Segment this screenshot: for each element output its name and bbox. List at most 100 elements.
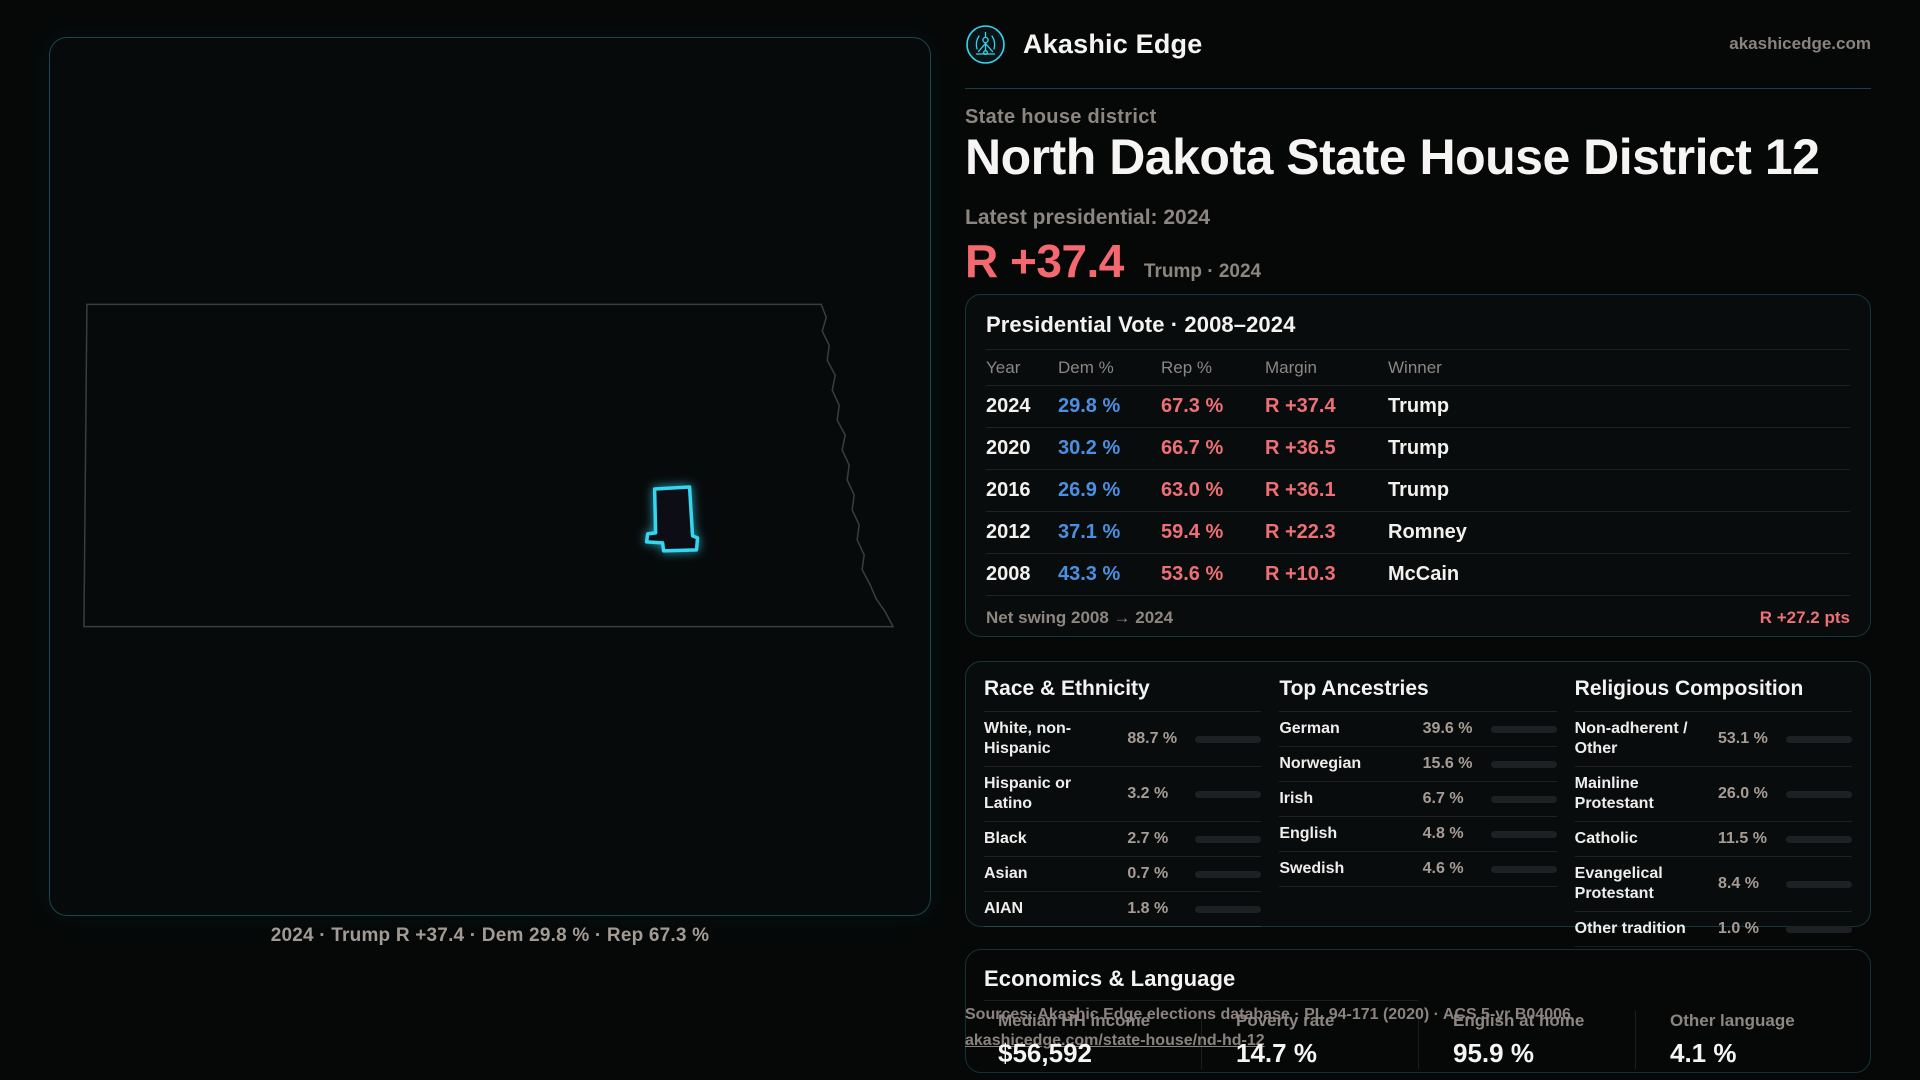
demographic-bar-track <box>1195 835 1262 843</box>
demographic-label: Asian <box>984 865 1028 882</box>
demographic-bar-track <box>1195 905 1262 913</box>
cell-rep: 66.7 % <box>1161 437 1224 459</box>
brand-name: Akashic Edge <box>1023 28 1203 59</box>
race-ethnicity-column: Race & Ethnicity White, non-Hispanic 88.7… <box>984 677 1262 947</box>
state-outline <box>83 303 895 628</box>
cell-winner: McCain <box>1388 563 1460 585</box>
demographic-label: Norwegian <box>1279 755 1362 772</box>
demographic-bar-track <box>1786 880 1852 888</box>
demographic-row: Swedish 4.6 % <box>1279 852 1557 887</box>
demographic-row: White, non-Hispanic 88.7 % <box>984 712 1262 767</box>
cell-dem: 43.3 % <box>1058 563 1121 585</box>
cell-margin: R +10.3 <box>1265 563 1336 585</box>
margin-context: Trump · 2024 <box>1143 261 1262 282</box>
district-map-card <box>49 37 931 916</box>
religion-column: Religious Composition Non-adherent / Oth… <box>1574 677 1852 947</box>
cell-winner: Trump <box>1388 437 1450 459</box>
demographic-row: English 4.8 % <box>1279 817 1557 852</box>
demographic-label: Mainline Protestant <box>1574 775 1654 812</box>
demographic-value: 53.1 % <box>1718 730 1768 747</box>
ancestries-rows: German 39.6 % Norwegian 15.6 % Irish 6.7 % Eng… <box>1279 712 1557 887</box>
headline-margin: R +37.4 Trump · 2024 <box>965 234 1261 288</box>
religion-title: Religious Composition <box>1574 677 1852 712</box>
cell-year: 2024 <box>986 395 1031 417</box>
demographic-label: Black <box>984 830 1027 847</box>
race-ethnicity-title: Race & Ethnicity <box>984 677 1262 712</box>
demographic-bar-track <box>1786 925 1852 933</box>
demographic-bar-track <box>1786 790 1852 798</box>
vote-table-row: 2008 43.3 % 53.6 % R +10.3 McCain <box>986 554 1850 596</box>
demographic-value: 6.7 % <box>1422 790 1464 807</box>
sources-footer: Sources: Akashic Edge elections database… <box>965 1002 1571 1054</box>
demographic-bar-track <box>1195 870 1262 878</box>
demographic-row: Norwegian 15.6 % <box>1279 747 1557 782</box>
demographic-bar-track <box>1786 835 1852 843</box>
demographic-value: 4.6 % <box>1422 860 1464 877</box>
demographic-bar-track <box>1195 790 1262 798</box>
site-header: Akashic Edge akashicedge.com <box>965 0 1871 89</box>
net-swing-value: R +27.2 pts <box>1759 608 1850 627</box>
page-title: North Dakota State House District 12 <box>965 129 1820 185</box>
brand[interactable]: Akashic Edge <box>965 24 1202 65</box>
demographic-value: 39.6 % <box>1422 720 1473 737</box>
demographic-value: 8.4 % <box>1718 875 1759 892</box>
col-dem: Dem % <box>1058 357 1114 377</box>
cell-rep: 67.3 % <box>1161 395 1224 417</box>
ancestries-title: Top Ancestries <box>1279 677 1557 712</box>
demographic-value: 1.8 % <box>1127 900 1169 917</box>
col-year: Year <box>986 357 1021 377</box>
demographic-value: 11.5 % <box>1718 830 1767 847</box>
vote-table-row: 2012 37.1 % 59.4 % R +22.3 Romney <box>986 512 1850 554</box>
demographic-value: 4.8 % <box>1422 825 1464 842</box>
race-ethnicity-rows: White, non-Hispanic 88.7 % Hispanic or Lat… <box>984 712 1262 927</box>
stat-box: Other language 4.1 % <box>1635 1011 1852 1069</box>
stat-box: English at home 95.9 % <box>1418 1011 1635 1069</box>
demographic-label: English <box>1279 825 1338 842</box>
demographic-bar-track <box>1490 865 1557 873</box>
demographic-label: White, non-Hispanic <box>984 720 1072 757</box>
cell-rep: 53.6 % <box>1161 563 1224 585</box>
site-domain-link[interactable]: akashicedge.com <box>1729 34 1871 53</box>
demographic-value: 3.2 % <box>1127 785 1169 802</box>
demographic-value: 0.7 % <box>1127 865 1169 882</box>
vote-table-row: 2020 30.2 % 66.7 % R +36.5 Trump <box>986 428 1850 470</box>
demographic-row: Other tradition 1.0 % <box>1574 912 1852 947</box>
north-dakota-map <box>83 303 895 628</box>
vote-table-body: 2024 29.8 % 67.3 % R +37.4 Trump 2020 30.2 % 66… <box>986 386 1850 596</box>
demographic-row: Asian 0.7 % <box>984 857 1262 892</box>
col-margin: Margin <box>1265 357 1317 377</box>
stat-label: Median HH income <box>998 1011 1151 1030</box>
economics-divider <box>984 1000 1418 1001</box>
demographic-label: Hispanic or Latino <box>984 775 1072 812</box>
demographic-label: Catholic <box>1574 830 1638 847</box>
cell-margin: R +37.4 <box>1265 395 1336 417</box>
ancestries-column: Top Ancestries German 39.6 % Norwegian 15.6… <box>1279 677 1557 947</box>
cell-year: 2016 <box>986 479 1031 501</box>
cell-rep: 63.0 % <box>1161 479 1224 501</box>
demographic-value: 88.7 % <box>1127 730 1178 747</box>
net-swing-row: Net swing 2008 → 2024 R +27.2 pts <box>986 596 1850 640</box>
demographics-card: Race & Ethnicity White, non-Hispanic 88.7… <box>965 661 1871 947</box>
col-rep: Rep % <box>1161 357 1213 377</box>
presidential-vote-card: Presidential Vote · 2008–2024 Year Dem %… <box>965 294 1871 637</box>
district-type-eyebrow: State house district <box>965 106 1157 128</box>
cell-dem: 26.9 % <box>1058 479 1121 501</box>
district-shape[interactable] <box>644 485 700 553</box>
stat-label: English at home <box>1453 1011 1585 1030</box>
permalink[interactable]: akashicedge.com/state-house/nd-hd-12 <box>965 1032 1265 1049</box>
demographic-value: 2.7 % <box>1127 830 1169 847</box>
economics-stats: Median HH income $56,592 Poverty rate 14.7 … <box>984 1011 1852 1069</box>
demographic-row: Non-adherent / Other 53.1 % <box>1574 712 1852 767</box>
akashic-edge-logo-icon <box>966 24 1005 64</box>
vote-card-title: Presidential Vote · 2008–2024 <box>986 312 1296 337</box>
demographic-row: Black 2.7 % <box>984 822 1262 857</box>
stat-box: Median HH income $56,592 <box>984 1011 1201 1069</box>
col-winner: Winner <box>1388 357 1442 377</box>
latest-presidential-label: Latest presidential: 2024 <box>965 206 1211 229</box>
stat-value: 14.7 % <box>1236 1038 1317 1068</box>
cell-dem: 30.2 % <box>1058 437 1121 459</box>
detail-panel: Akashic Edge akashicedge.com State house… <box>965 0 1871 1080</box>
demographic-label: Irish <box>1279 790 1314 807</box>
demographic-label: German <box>1279 720 1340 737</box>
vote-table-header: Year Dem % Rep % Margin Winner <box>986 349 1850 386</box>
